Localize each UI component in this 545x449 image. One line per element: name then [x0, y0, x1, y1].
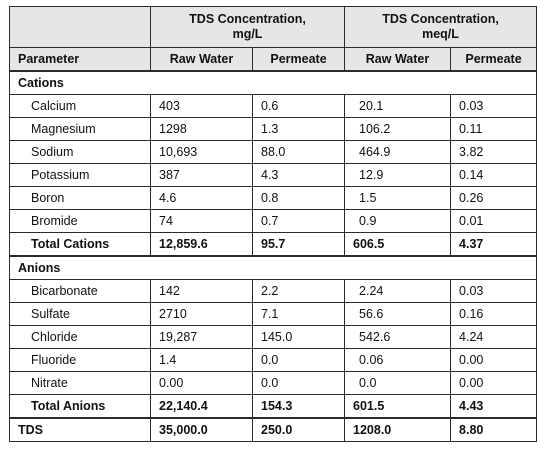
permeate-meq-cell: 0.01 — [450, 209, 538, 233]
header-permeate-mg: Permeate — [251, 47, 346, 72]
total-row-anions: Total Anions 22,140.4 154.3 601.5 4.43 — [9, 394, 538, 419]
raw-mg-cell: 1298 — [150, 117, 253, 141]
header-raw-water-meq: Raw Water — [344, 47, 452, 72]
permeate-mg-cell: 0.0 — [251, 348, 346, 372]
header-mg-group: TDS Concentration, mg/L — [149, 6, 346, 48]
section-title-cations: Cations — [8, 70, 538, 95]
permeate-meq-cell: 0.00 — [450, 348, 538, 372]
total-raw-meq-cell: 606.5 — [344, 232, 452, 257]
tds-total-row: TDS 35,000.0 250.0 1208.0 8.80 — [9, 417, 538, 442]
permeate-mg-cell: 1.3 — [251, 117, 346, 141]
total-permeate-mg-cell: 95.7 — [251, 232, 346, 257]
table-row: Nitrate 0.00 0.0 0.0 0.00 — [9, 371, 538, 395]
param-cell: Sulfate — [9, 302, 151, 326]
permeate-mg-cell: 2.2 — [251, 279, 346, 303]
permeate-mg-cell: 145.0 — [251, 325, 346, 349]
permeate-meq-cell: 3.82 — [450, 140, 538, 164]
permeate-meq-cell: 4.24 — [450, 325, 538, 349]
permeate-mg-cell: 7.1 — [251, 302, 346, 326]
tds-raw-meq-cell: 1208.0 — [344, 417, 452, 442]
permeate-mg-cell: 0.7 — [251, 209, 346, 233]
raw-mg-cell: 403 — [150, 94, 253, 118]
raw-meq-cell: 2.24 — [344, 279, 452, 303]
table-row: Chloride 19,287 145.0 542.6 4.24 — [9, 325, 538, 349]
param-cell: Boron — [9, 186, 151, 210]
raw-meq-cell: 542.6 — [344, 325, 452, 349]
tds-raw-mg-cell: 35,000.0 — [150, 417, 253, 442]
raw-meq-cell: 0.06 — [344, 348, 452, 372]
tds-permeate-meq-cell: 8.80 — [450, 417, 538, 442]
raw-meq-cell: 1.5 — [344, 186, 452, 210]
table-row: Sulfate 2710 7.1 56.6 0.16 — [9, 302, 538, 326]
table-row: Boron 4.6 0.8 1.5 0.26 — [9, 186, 538, 210]
tds-composition-table: TDS Concentration, mg/L TDS Concentration… — [8, 6, 538, 442]
total-raw-meq-cell: 601.5 — [344, 394, 452, 419]
raw-mg-cell: 387 — [150, 163, 253, 187]
table-row: Fluoride 1.4 0.0 0.06 0.00 — [9, 348, 538, 372]
permeate-mg-cell: 0.8 — [251, 186, 346, 210]
raw-mg-cell: 19,287 — [150, 325, 253, 349]
param-cell: Sodium — [9, 140, 151, 164]
table-row: Magnesium 1298 1.3 106.2 0.11 — [9, 117, 538, 141]
table-row: Sodium 10,693 88.0 464.9 3.82 — [9, 140, 538, 164]
raw-meq-cell: 20.1 — [344, 94, 452, 118]
section-row-anions: Anions — [8, 255, 538, 280]
permeate-mg-cell: 0.0 — [251, 371, 346, 395]
header-parameter: Parameter — [9, 47, 151, 72]
param-cell: Magnesium — [9, 117, 151, 141]
permeate-meq-cell: 0.26 — [450, 186, 538, 210]
header-mg-group-label: TDS Concentration, mg/L — [189, 12, 306, 41]
permeate-meq-cell: 0.11 — [450, 117, 538, 141]
total-permeate-mg-cell: 154.3 — [251, 394, 346, 419]
permeate-meq-cell: 0.16 — [450, 302, 538, 326]
table-row: Potassium 387 4.3 12.9 0.14 — [9, 163, 538, 187]
param-cell: Calcium — [9, 94, 151, 118]
section-row-cations: Cations — [8, 70, 538, 95]
permeate-mg-cell: 4.3 — [251, 163, 346, 187]
tds-permeate-mg-cell: 250.0 — [251, 417, 346, 442]
raw-meq-cell: 0.9 — [344, 209, 452, 233]
header-meq-group: TDS Concentration, meq/L — [344, 6, 538, 48]
section-title-anions: Anions — [8, 255, 538, 280]
permeate-meq-cell: 0.00 — [450, 371, 538, 395]
table-row: Calcium 403 0.6 20.1 0.03 — [9, 94, 538, 118]
table-row: Bromide 74 0.7 0.9 0.01 — [9, 209, 538, 233]
header-meq-group-label: TDS Concentration, meq/L — [382, 12, 499, 41]
total-row-cations: Total Cations 12,859.6 95.7 606.5 4.37 — [9, 232, 538, 257]
total-permeate-meq-cell: 4.43 — [450, 394, 538, 419]
raw-mg-cell: 0.00 — [150, 371, 253, 395]
total-raw-mg-cell: 12,859.6 — [150, 232, 253, 257]
permeate-meq-cell: 0.03 — [450, 94, 538, 118]
raw-meq-cell: 0.0 — [344, 371, 452, 395]
total-raw-mg-cell: 22,140.4 — [150, 394, 253, 419]
param-cell: Chloride — [9, 325, 151, 349]
permeate-meq-cell: 0.14 — [450, 163, 538, 187]
raw-mg-cell: 2710 — [150, 302, 253, 326]
permeate-mg-cell: 88.0 — [251, 140, 346, 164]
raw-meq-cell: 56.6 — [344, 302, 452, 326]
total-label-cell: Total Cations — [9, 232, 151, 257]
header-raw-water-mg: Raw Water — [150, 47, 253, 72]
param-cell: Bicarbonate — [9, 279, 151, 303]
param-cell: Bromide — [9, 209, 151, 233]
header-permeate-meq: Permeate — [450, 47, 538, 72]
header-blank-cell — [9, 6, 151, 48]
raw-mg-cell: 10,693 — [150, 140, 253, 164]
raw-mg-cell: 74 — [150, 209, 253, 233]
raw-mg-cell: 142 — [150, 279, 253, 303]
total-permeate-meq-cell: 4.37 — [450, 232, 538, 257]
raw-meq-cell: 12.9 — [344, 163, 452, 187]
param-cell: Nitrate — [9, 371, 151, 395]
table-row: Bicarbonate 142 2.2 2.24 0.03 — [9, 279, 538, 303]
raw-meq-cell: 106.2 — [344, 117, 452, 141]
tds-label-cell: TDS — [9, 417, 151, 442]
permeate-meq-cell: 0.03 — [450, 279, 538, 303]
raw-mg-cell: 1.4 — [150, 348, 253, 372]
param-cell: Fluoride — [9, 348, 151, 372]
total-label-cell: Total Anions — [9, 394, 151, 419]
permeate-mg-cell: 0.6 — [251, 94, 346, 118]
raw-meq-cell: 464.9 — [344, 140, 452, 164]
param-cell: Potassium — [9, 163, 151, 187]
raw-mg-cell: 4.6 — [150, 186, 253, 210]
